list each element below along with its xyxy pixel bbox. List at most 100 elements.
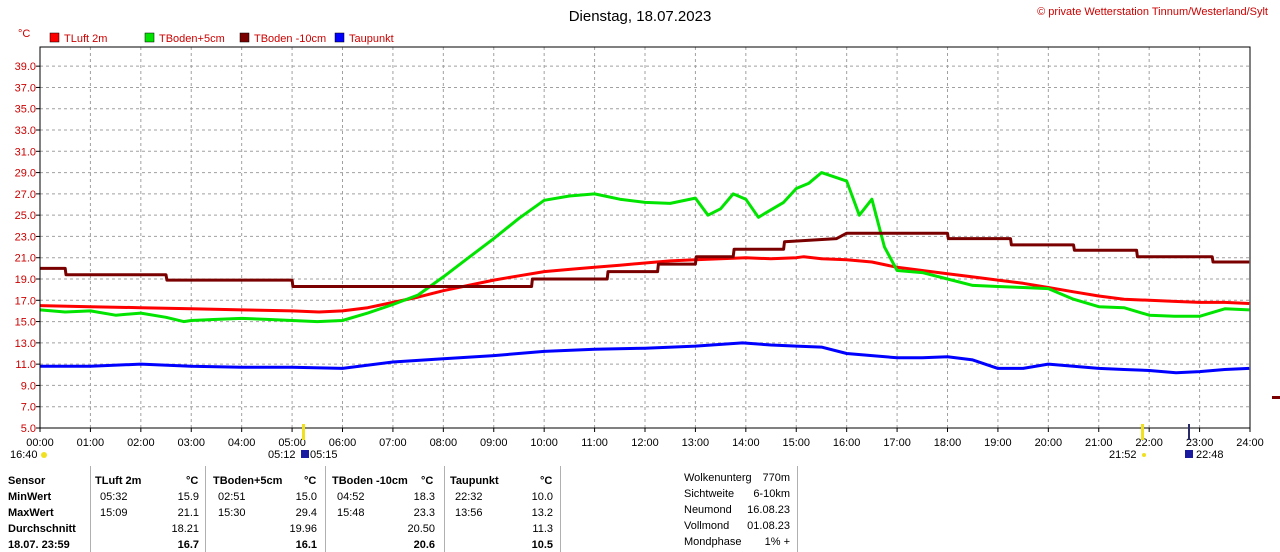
moonrise-time: 16:40 xyxy=(10,449,38,461)
plot-frame xyxy=(39,46,1251,429)
y-tick-labels: 5.0 7.0 9.0 11.0 13.0 15.0 17.0 19.0 21.0 23.0 25.… xyxy=(15,61,36,435)
y-tick-label: 35.0 xyxy=(15,104,36,116)
series-lines xyxy=(39,171,1250,375)
moon-icon xyxy=(41,452,47,458)
x-tick-label: 21:00 xyxy=(1085,437,1113,449)
table-cell: 05:32 xyxy=(100,491,128,503)
legend-item-taupunkt: Taupunkt xyxy=(334,32,394,45)
table-cell: 02:51 xyxy=(218,491,246,503)
x-tick-label: 23:00 xyxy=(1186,437,1214,449)
astro-value: + 1% xyxy=(764,536,790,548)
x-tick-label: 11:00 xyxy=(581,437,608,449)
header-unit-tboden5: °C xyxy=(304,475,317,487)
statistics-table: Sensor TLuft 2m °C TBoden+5cm °C TBoden … xyxy=(0,472,560,552)
y-tick-label: 19.0 xyxy=(15,274,36,286)
table-cell: 18.3 xyxy=(413,491,435,503)
table-cell: 22:32 xyxy=(455,491,483,503)
table-cell: 15:30 xyxy=(218,507,246,519)
dawn-time: 05:12 xyxy=(268,449,296,461)
series-line-tluft xyxy=(39,255,1250,314)
y-tick-label: 29.0 xyxy=(15,168,36,180)
row-label: MaxWert xyxy=(8,507,54,519)
legend-swatch-tluft xyxy=(49,32,60,43)
series-line-tboden5 xyxy=(39,171,1250,324)
astro-value: 01.08.23 xyxy=(747,520,790,532)
astro-value: 770m xyxy=(762,472,790,484)
y-tick-label: 21.0 xyxy=(15,253,36,265)
astro-label: Sichtweite xyxy=(684,488,735,500)
x-tick-label: 22:00 xyxy=(1135,437,1163,449)
dusk-icon xyxy=(1185,450,1193,458)
header-unit-tboden10: °C xyxy=(421,475,434,487)
header-col-taupunkt: Taupunkt xyxy=(450,475,499,487)
y-tick-label: 37.0 xyxy=(15,82,36,94)
x-tick-label: 19:00 xyxy=(984,437,1012,449)
table-cell: 11.3 xyxy=(532,523,553,535)
x-tick-label: 06:00 xyxy=(329,437,357,449)
table-cell: 10.0 xyxy=(531,491,553,503)
table-cell: 19.96 xyxy=(289,523,317,535)
table-cell: 21.1 xyxy=(177,507,199,519)
astro-label: Neumond xyxy=(684,504,732,516)
sunset-sun-icon xyxy=(1142,453,1146,457)
table-cell: 16.1 xyxy=(295,539,317,551)
x-tick-label: 13:00 xyxy=(682,437,710,449)
legend-swatch-taupunkt xyxy=(334,32,345,43)
legend-label-tboden5: TBoden+5cm xyxy=(159,33,225,45)
x-tick-label: 10:00 xyxy=(530,437,558,449)
table-divider xyxy=(444,466,445,552)
astro-label: Mondphase xyxy=(684,536,742,548)
right-edge-marker xyxy=(1272,396,1280,399)
series-line-taupunkt xyxy=(40,341,1250,375)
y-tick-label: 23.0 xyxy=(15,231,36,243)
y-axis-unit: °C xyxy=(18,28,30,40)
legend-label-tboden10: TBoden -10cm xyxy=(254,33,326,45)
x-tick-label: 09:00 xyxy=(480,437,508,449)
x-tick-label: 17:00 xyxy=(883,437,911,449)
y-tick-label: 13.0 xyxy=(15,338,36,350)
y-tick-label: 33.0 xyxy=(15,125,36,137)
legend-item-tluft: TLuft 2m xyxy=(49,32,107,45)
y-tick-label: 39.0 xyxy=(15,61,36,73)
table-cell: 20.50 xyxy=(407,523,435,535)
table-divider xyxy=(205,466,206,552)
table-cell: 15:09 xyxy=(100,507,128,519)
y-tick-label: 25.0 xyxy=(15,210,36,222)
astro-label: Wolkenunterg xyxy=(684,472,752,484)
x-tick-label: 05:00 xyxy=(278,437,306,449)
x-tick-label: 15:00 xyxy=(782,437,810,449)
grid xyxy=(36,47,1251,432)
y-tick-label: 31.0 xyxy=(15,146,36,158)
header-col-tboden10: TBoden -10cm xyxy=(332,475,408,487)
table-cell: 23.3 xyxy=(413,507,435,519)
row-label: Durchschnitt xyxy=(8,523,76,535)
x-tick-label: 04:00 xyxy=(228,437,256,449)
legend-label-tluft: TLuft 2m xyxy=(64,33,107,45)
table-divider xyxy=(325,466,326,552)
row-label: 18.07. 23:59 xyxy=(8,539,70,551)
header-unit-tluft: °C xyxy=(186,475,199,487)
header-unit-taupunkt: °C xyxy=(540,475,553,487)
sunrise-time: 05:15 xyxy=(310,449,338,461)
table-cell: 10.5 xyxy=(531,539,553,551)
y-tick-label: 9.0 xyxy=(21,380,36,392)
sunrise-marker-icon xyxy=(302,424,305,440)
x-tick-labels: 00:00 01:00 02:00 03:00 04:00 05:00 06:00 07:00… xyxy=(26,437,1264,449)
temperature-chart: Dienstag, 18.07.2023 © private Wettersta… xyxy=(10,6,1280,461)
table-cell: 15.0 xyxy=(295,491,317,503)
dusk-marker-icon xyxy=(1188,424,1190,440)
header-col-tluft: TLuft 2m xyxy=(95,475,142,487)
table-cell: 29.4 xyxy=(295,507,317,519)
y-tick-label: 11.0 xyxy=(15,359,36,371)
x-tick-label: 01:00 xyxy=(77,437,105,449)
sunrise-icon xyxy=(301,450,309,458)
table-cell: 16.7 xyxy=(177,539,199,551)
table-divider xyxy=(560,466,561,552)
astro-label: Vollmond xyxy=(684,520,730,532)
astro-value: 6-10km xyxy=(753,488,790,500)
y-tick-label: 27.0 xyxy=(15,189,36,201)
row-label: MinWert xyxy=(8,491,52,503)
y-tick-label: 17.0 xyxy=(15,295,36,307)
table-cell: 04:52 xyxy=(337,491,365,503)
legend-item-tboden5: TBoden+5cm xyxy=(144,32,225,45)
